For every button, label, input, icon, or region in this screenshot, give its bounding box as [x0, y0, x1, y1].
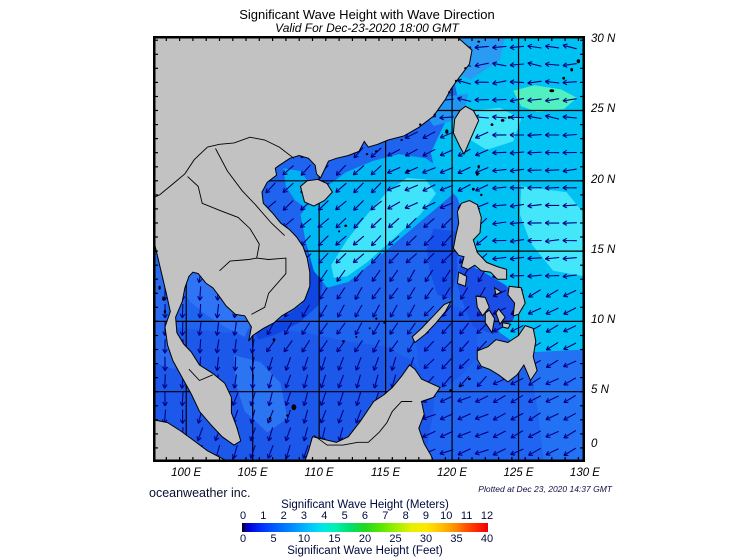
lon-label-120e: 120 E — [437, 467, 468, 479]
lat-label-20n: 20 N — [591, 174, 616, 186]
meters-tick-3: 3 — [300, 510, 308, 522]
feet-tick-35: 35 — [450, 533, 463, 545]
feet-tick-25: 25 — [389, 533, 402, 545]
lon-label-130e: 130 E — [569, 467, 600, 479]
lon-label-125e: 125 E — [503, 467, 534, 479]
feet-tick-10: 10 — [297, 533, 311, 545]
meters-tick-9: 9 — [422, 510, 430, 522]
lon-label-115e: 115 E — [370, 467, 401, 479]
lon-label-105e: 105 E — [237, 467, 268, 479]
feet-tick-5: 5 — [270, 533, 277, 545]
legend-title-meters: Significant Wave Height (Meters) — [281, 499, 449, 511]
lat-label-5n: 5 N — [591, 384, 609, 396]
page-title: Significant Wave Height with Wave Direct… — [239, 7, 495, 22]
meters-tick-11: 11 — [460, 510, 473, 522]
meters-tick-7: 7 — [382, 510, 389, 522]
credit-text: oceanweather inc. — [149, 486, 251, 500]
lat-label-25n: 25 N — [591, 103, 616, 115]
lat-label-0: 0 — [591, 438, 598, 450]
meters-tick-1: 1 — [260, 510, 267, 522]
feet-tick-20: 20 — [358, 533, 372, 545]
country-borders — [153, 136, 413, 446]
meters-tick-4: 4 — [321, 510, 328, 522]
lat-label-10n: 10 N — [591, 314, 616, 326]
feet-tick-30: 30 — [419, 533, 433, 545]
legend-colorbar — [242, 523, 488, 532]
meters-tick-6: 6 — [361, 510, 369, 522]
meters-tick-8: 8 — [402, 510, 409, 522]
meters-tick-2: 2 — [280, 510, 287, 522]
feet-tick-40: 40 — [480, 533, 494, 545]
meters-tick-0: 0 — [239, 510, 247, 522]
meters-tick-12: 12 — [480, 510, 494, 522]
valid-time-subtitle: Valid For Dec-23-2020 18:00 GMT — [275, 21, 459, 35]
feet-tick-0: 0 — [239, 533, 247, 545]
lon-label-100e: 100 E — [171, 467, 202, 479]
small-islands — [158, 40, 585, 420]
legend-title-feet: Significant Wave Height (Feet) — [287, 545, 443, 557]
lon-label-110e: 110 E — [304, 467, 334, 479]
map-frame — [153, 36, 585, 462]
wave-height-map — [153, 36, 585, 462]
meters-tick-5: 5 — [341, 510, 348, 522]
feet-tick-15: 15 — [328, 533, 341, 545]
plotted-timestamp: Plotted at Dec 23, 2020 14:37 GMT — [478, 484, 612, 494]
lat-label-15n: 15 N — [591, 244, 616, 256]
lat-label-30n: 30 N — [591, 33, 616, 45]
landmasses — [153, 36, 538, 462]
meters-tick-10: 10 — [440, 510, 453, 522]
